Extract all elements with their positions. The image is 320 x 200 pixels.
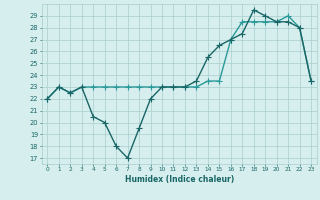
X-axis label: Humidex (Indice chaleur): Humidex (Indice chaleur)	[124, 175, 234, 184]
